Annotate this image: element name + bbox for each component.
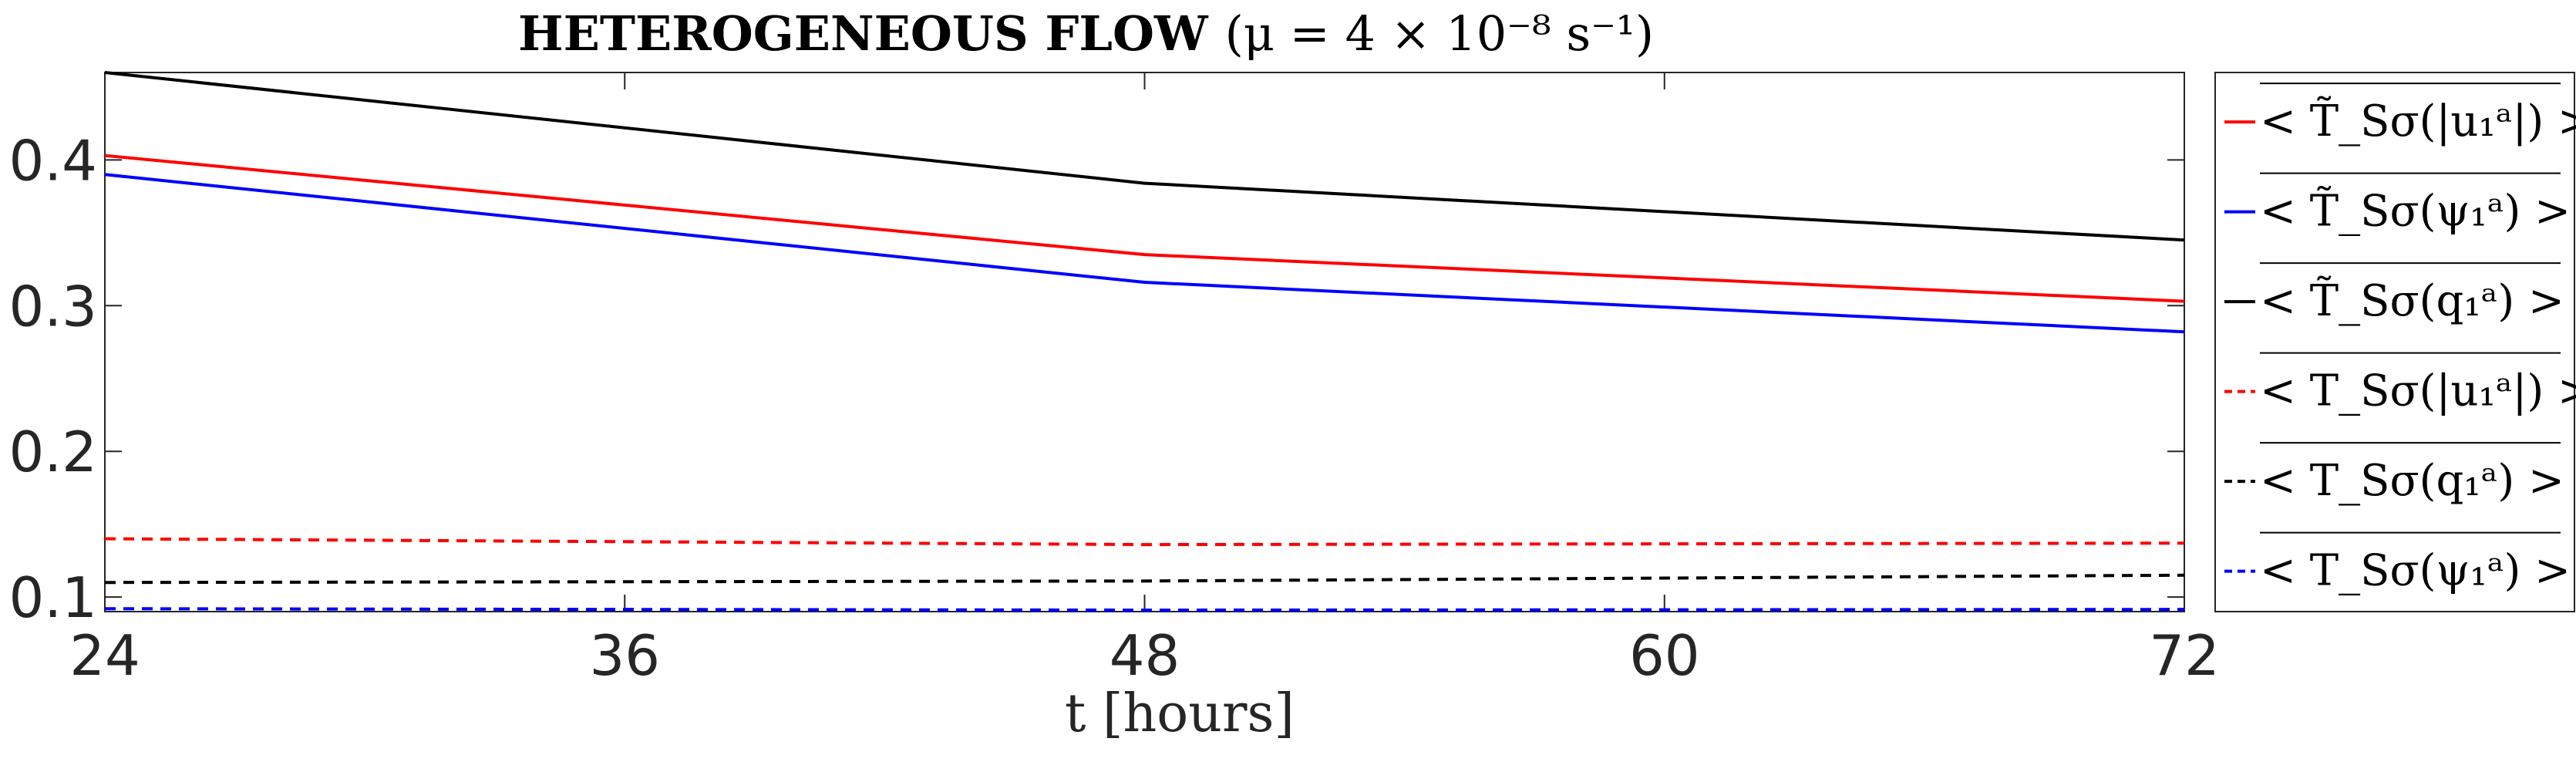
axes-box: [104, 72, 2185, 612]
plot-area: 24 36 48 60 72 0.1 0.2 0.3 0.4: [8, 71, 2220, 688]
y-tick-label: 0.4: [8, 128, 97, 193]
legend-label: < T_Sσ(ψ₁ᵃ) >: [2260, 546, 2571, 596]
y-tick-label: 0.2: [8, 420, 97, 484]
legend-label: < T_Sσ(q₁ᵃ) >: [2260, 456, 2564, 506]
legend-box: [2214, 72, 2575, 612]
chart-title: HETEROGENEOUS FLOW (μ = 4 × 10⁻⁸ s⁻¹): [518, 5, 1654, 62]
chart-title-main: HETEROGENEOUS FLOW: [518, 5, 1209, 62]
legend-label: < T̃_Sσ(q₁ᵃ) >: [2260, 275, 2564, 326]
x-axis-label: t [hours]: [1065, 683, 1295, 744]
series-line-5: [104, 573, 2185, 585]
series-line-6: [104, 607, 2185, 612]
x-tick-label: 60: [1629, 623, 1700, 688]
chart-title-param: (μ = 4 × 10⁻⁸ s⁻¹): [1225, 5, 1654, 62]
series-line-2: [104, 173, 2185, 334]
legend-label: < T̃_Sσ(|u₁ᵃ|) >: [2260, 96, 2576, 147]
x-tick-label: 24: [69, 623, 140, 688]
series-line-1: [104, 153, 2185, 303]
legend: < T̃_Sσ(|u₁ᵃ|) > < T̃_Sσ(ψ₁ᵃ) > < T̃_Sσ(q₁…: [2214, 72, 2576, 612]
y-tick-label: 0.1: [8, 565, 97, 630]
legend-label: < T_Sσ(|u₁ᵃ|) >: [2260, 366, 2576, 416]
x-tick-label: 48: [1110, 623, 1180, 688]
y-tick-label: 0.3: [8, 274, 97, 339]
x-tick-label: 72: [2149, 623, 2220, 688]
series-line-3: [104, 71, 2185, 242]
series-line-4: [104, 537, 2185, 547]
legend-label: < T̃_Sσ(ψ₁ᵃ) >: [2260, 185, 2571, 236]
x-tick-label: 36: [589, 623, 660, 688]
